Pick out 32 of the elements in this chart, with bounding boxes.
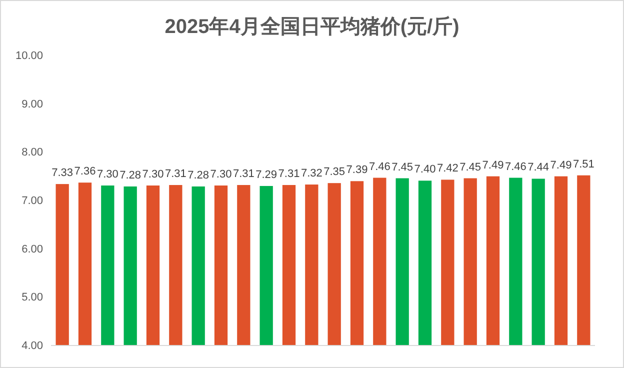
y-tick-label: 4.00 bbox=[22, 340, 43, 352]
data-label: 7.36 bbox=[74, 166, 96, 178]
y-tick-label: 10.00 bbox=[15, 50, 43, 62]
data-label: 7.32 bbox=[300, 168, 322, 180]
data-label: 7.31 bbox=[164, 168, 186, 180]
data-label: 7.46 bbox=[368, 160, 390, 173]
data-label: 7.35 bbox=[324, 166, 346, 178]
data-label: 7.49 bbox=[550, 159, 572, 172]
data-label: 7.49 bbox=[482, 159, 504, 172]
data-label: 7.30 bbox=[96, 168, 118, 180]
chart-title: 2025年4月全国日平均猪价(元/斤) bbox=[164, 15, 460, 38]
data-label: 7.31 bbox=[278, 168, 300, 180]
data-label: 7.28 bbox=[120, 169, 142, 182]
data-label: 7.31 bbox=[232, 168, 254, 180]
y-tick-label: 6.00 bbox=[22, 243, 43, 256]
y-tick-label: 9.00 bbox=[22, 98, 43, 110]
data-label: 7.45 bbox=[460, 161, 482, 174]
y-tick-label: 7.00 bbox=[22, 195, 43, 207]
y-tick-label: 8.00 bbox=[22, 146, 43, 159]
data-label: 7.39 bbox=[346, 164, 368, 176]
data-label: 7.51 bbox=[572, 158, 594, 170]
data-label: 7.44 bbox=[528, 162, 550, 174]
data-label: 7.28 bbox=[188, 169, 210, 182]
data-label: 7.33 bbox=[52, 167, 74, 180]
y-tick-label: 5.00 bbox=[22, 292, 43, 304]
data-label: 7.29 bbox=[256, 168, 278, 181]
data-label: 7.40 bbox=[414, 164, 436, 176]
data-label: 7.42 bbox=[436, 162, 458, 175]
data-label: 7.46 bbox=[504, 160, 526, 173]
data-label: 7.30 bbox=[142, 168, 164, 180]
data-label: 7.45 bbox=[392, 161, 414, 174]
data-label: 7.30 bbox=[210, 168, 232, 180]
